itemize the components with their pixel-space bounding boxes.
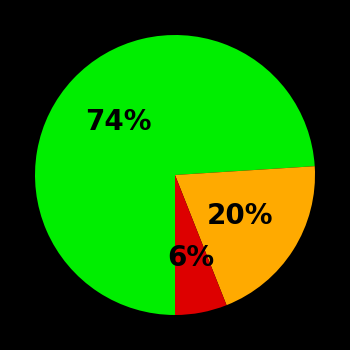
Wedge shape (175, 175, 226, 315)
Text: 74%: 74% (86, 108, 152, 136)
Wedge shape (175, 166, 315, 305)
Text: 20%: 20% (207, 202, 273, 230)
Wedge shape (35, 35, 315, 315)
Text: 6%: 6% (167, 244, 214, 272)
